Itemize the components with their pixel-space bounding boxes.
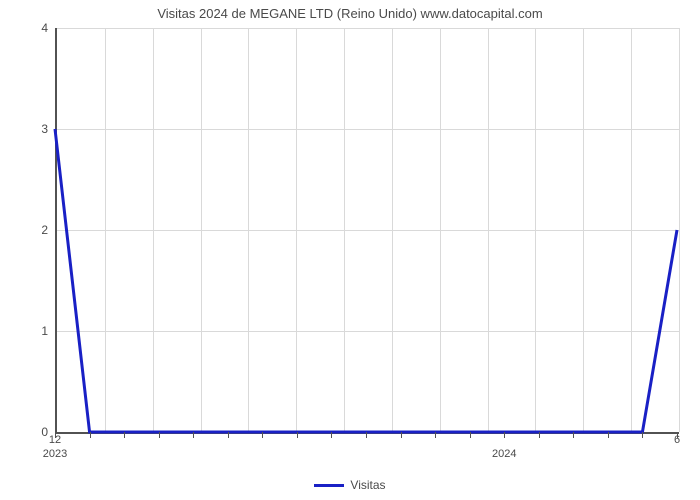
xtick-label: 12 xyxy=(49,434,61,446)
line-series xyxy=(55,28,677,432)
xtick-mark xyxy=(401,432,402,438)
xtick-label-year: 2024 xyxy=(492,448,516,460)
ytick-label: 2 xyxy=(8,223,48,237)
xtick-mark xyxy=(124,432,125,438)
xtick-mark xyxy=(331,432,332,438)
legend-label: Visitas xyxy=(350,478,385,492)
xtick-mark xyxy=(297,432,298,438)
xtick-mark xyxy=(435,432,436,438)
xtick-mark xyxy=(608,432,609,438)
ytick-label: 4 xyxy=(8,21,48,35)
xtick-mark xyxy=(228,432,229,438)
gridline-v xyxy=(679,28,680,432)
ytick-label: 3 xyxy=(8,122,48,136)
series-line xyxy=(55,129,677,432)
ytick-label: 0 xyxy=(8,425,48,439)
xtick-mark xyxy=(262,432,263,438)
chart-title: Visitas 2024 de MEGANE LTD (Reino Unido)… xyxy=(0,6,700,21)
chart-container: Visitas 2024 de MEGANE LTD (Reino Unido)… xyxy=(0,0,700,500)
xtick-label-year: 2023 xyxy=(43,448,67,460)
xtick-mark xyxy=(90,432,91,438)
xtick-label: 6 xyxy=(674,434,680,446)
xtick-mark xyxy=(159,432,160,438)
xtick-mark xyxy=(193,432,194,438)
xtick-mark xyxy=(504,432,505,438)
xtick-mark xyxy=(366,432,367,438)
xtick-mark xyxy=(539,432,540,438)
xtick-mark xyxy=(470,432,471,438)
legend-swatch xyxy=(314,484,344,487)
xtick-mark xyxy=(573,432,574,438)
xtick-mark xyxy=(642,432,643,438)
ytick-label: 1 xyxy=(8,324,48,338)
legend: Visitas xyxy=(0,478,700,492)
